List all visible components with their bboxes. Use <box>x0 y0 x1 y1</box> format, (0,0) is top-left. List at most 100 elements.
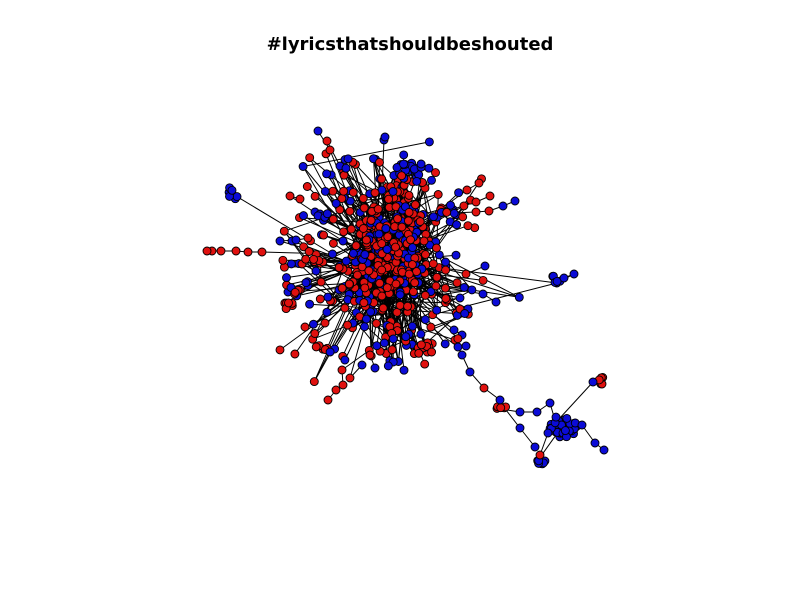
graph-node-red <box>348 187 358 197</box>
graph-node-blue <box>343 154 353 164</box>
graph-node-red <box>404 190 414 200</box>
graph-node-blue <box>381 224 391 233</box>
graph-node-red <box>432 243 441 253</box>
nodes-layer <box>202 126 609 469</box>
graph-node-red <box>361 235 371 245</box>
graph-edge <box>377 162 380 210</box>
graph-node-red <box>408 287 418 297</box>
graph-node-red <box>257 247 267 257</box>
graph-node-blue <box>569 269 579 279</box>
figure-title: #lyricsthatshouldbeshouted <box>266 34 554 55</box>
graph-node-blue <box>360 250 370 259</box>
graph-node-red <box>311 342 321 352</box>
graph-node-blue <box>401 332 411 342</box>
graph-node-red <box>383 232 393 242</box>
graph-node-red <box>337 283 347 293</box>
graph-node-blue <box>590 438 600 448</box>
graph-node-red <box>390 222 400 232</box>
graph-node-red <box>410 200 420 210</box>
graph-node-red <box>352 270 362 280</box>
graph-node-red <box>310 329 320 338</box>
graph-node-blue <box>383 361 393 371</box>
graph-node-red <box>416 340 426 350</box>
graph-edge <box>341 349 370 371</box>
graph-node-red <box>421 250 430 259</box>
graph-node-blue <box>399 150 409 160</box>
graph-node-blue <box>515 407 525 417</box>
graph-node-blue <box>478 289 488 299</box>
graph-node-red <box>325 145 335 155</box>
graph-node-blue <box>311 266 321 276</box>
graph-node-red <box>441 294 451 303</box>
graph-node-red <box>359 298 369 308</box>
graph-node-red <box>243 247 253 257</box>
graph-node-red <box>441 265 451 275</box>
graph-edge <box>231 193 333 255</box>
graph-node-blue <box>577 420 587 430</box>
graph-node-red <box>478 275 488 285</box>
graph-node-blue <box>449 208 459 218</box>
graph-node-red <box>315 294 325 304</box>
graph-node-red <box>295 194 305 204</box>
graph-node-red <box>345 373 355 383</box>
graph-node-red <box>358 224 368 233</box>
graph-node-blue <box>452 220 462 230</box>
graph-node-red <box>301 254 311 264</box>
graph-node-red <box>395 300 405 310</box>
graph-node-red <box>358 193 368 203</box>
graph-node-red <box>370 188 380 198</box>
graph-node-blue <box>552 276 562 286</box>
graph-node-red <box>442 207 452 217</box>
graph-node-red <box>461 269 471 279</box>
graph-node-blue <box>361 314 371 324</box>
graph-node-blue <box>455 293 465 303</box>
graph-node-red <box>322 136 332 146</box>
graph-node-red <box>535 450 545 460</box>
graph-node-blue <box>341 256 351 266</box>
graph-edge <box>283 230 381 352</box>
graph-node-red <box>345 206 355 216</box>
graph-node-red <box>284 298 293 308</box>
graph-node-red <box>377 265 387 275</box>
graph-node-blue <box>459 283 469 292</box>
graph-node-red <box>377 291 387 301</box>
graph-node-blue <box>275 236 285 246</box>
graph-node-red <box>310 191 320 201</box>
graph-node-red <box>420 359 430 369</box>
graph-node-blue <box>286 259 296 269</box>
graph-node-red <box>375 157 384 167</box>
graph-node-red <box>397 222 407 232</box>
graph-node-blue <box>457 350 467 360</box>
graph-node-blue <box>338 236 348 246</box>
graph-node-blue <box>560 426 570 436</box>
graph-node-blue <box>388 334 398 344</box>
graph-node-red <box>404 207 414 217</box>
graph-edge <box>326 140 341 167</box>
graph-node-blue <box>432 305 442 315</box>
graph-node-red <box>202 246 212 256</box>
graph-node-blue <box>465 367 475 377</box>
graph-node-red <box>414 348 424 358</box>
graph-node-red <box>300 322 310 332</box>
graph-node-blue <box>298 162 308 171</box>
graph-node-red <box>479 383 489 393</box>
graph-node-red <box>406 235 415 245</box>
graph-node-red <box>393 214 403 224</box>
graph-node-red <box>231 246 241 256</box>
graph-node-blue <box>320 186 330 196</box>
graph-node-red <box>290 349 300 359</box>
graph-node-blue <box>588 377 598 387</box>
graph-node-red <box>485 191 495 201</box>
graph-node-blue <box>543 428 553 438</box>
graph-node-blue <box>382 244 392 254</box>
graph-node-blue <box>498 201 508 211</box>
graph-node-blue <box>530 442 540 452</box>
graph-node-blue <box>416 329 426 339</box>
graph-node-red <box>471 197 481 207</box>
graph-node-blue <box>429 212 438 222</box>
graph-node-red <box>403 216 413 226</box>
graph-node-blue <box>532 407 542 417</box>
graph-node-red <box>359 203 369 213</box>
graph-node-red <box>373 204 383 214</box>
